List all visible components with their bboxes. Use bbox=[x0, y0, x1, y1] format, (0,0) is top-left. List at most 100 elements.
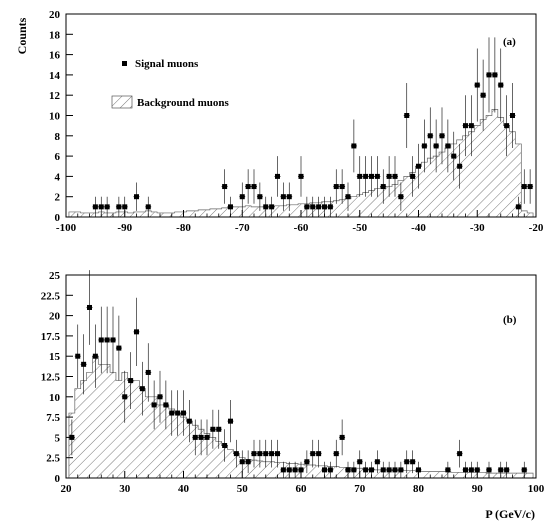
signal-point bbox=[510, 113, 515, 118]
signal-point bbox=[380, 467, 386, 473]
signal-point bbox=[292, 467, 298, 473]
panel-b: 20 30 40 50 60 70 80 90 100 0 2.5 5 7.5 10 12.5 15 17.5 2… bbox=[41, 270, 545, 495]
signal-point bbox=[363, 173, 369, 179]
signal-point bbox=[404, 459, 410, 465]
signal-point bbox=[410, 173, 416, 179]
x-tick-label: 60 bbox=[296, 483, 308, 495]
signal-point bbox=[145, 369, 151, 375]
signal-point bbox=[386, 173, 392, 179]
signal-points-b bbox=[68, 270, 528, 478]
x-tick-label: -90 bbox=[117, 222, 132, 234]
y-tick-label: 20 bbox=[49, 311, 61, 323]
y-tick-label: 18 bbox=[49, 29, 61, 41]
y-tick-label: 22.5 bbox=[41, 290, 61, 302]
signal-point bbox=[316, 204, 322, 210]
legend-background-swatch bbox=[111, 95, 133, 109]
x-tick-label: 40 bbox=[178, 483, 190, 495]
y-tick-label: 0 bbox=[55, 212, 61, 224]
signal-point bbox=[257, 451, 263, 457]
signal-point bbox=[128, 378, 134, 384]
x-tick-label: 70 bbox=[354, 483, 366, 495]
signal-point bbox=[204, 434, 210, 440]
signal-point bbox=[498, 82, 504, 88]
signal-point bbox=[327, 467, 333, 473]
signal-point bbox=[416, 163, 421, 169]
x-tick-label: -100 bbox=[56, 222, 77, 234]
signal-point bbox=[210, 426, 216, 432]
signal-point bbox=[310, 204, 316, 210]
signal-point bbox=[251, 184, 257, 190]
signal-point bbox=[228, 418, 233, 424]
signal-point bbox=[192, 434, 198, 440]
signal-point bbox=[474, 82, 480, 88]
signal-point bbox=[369, 173, 374, 179]
y-tick-label: 25 bbox=[49, 270, 61, 282]
signal-point bbox=[139, 386, 145, 392]
signal-point bbox=[521, 467, 527, 473]
signal-point bbox=[333, 184, 339, 190]
signal-point bbox=[433, 143, 439, 149]
signal-point bbox=[169, 410, 175, 416]
signal-point bbox=[304, 459, 310, 465]
signal-point bbox=[98, 337, 104, 343]
signal-point bbox=[374, 173, 380, 179]
panel-a: -100 -90 -80 -70 -60 -50 -40 -30 -20 0 2 4 6 8 10 12 14 1… bbox=[49, 9, 544, 234]
x-tick-label: 100 bbox=[528, 483, 545, 495]
y-tick-label: 12 bbox=[49, 90, 61, 102]
signal-point bbox=[263, 204, 269, 210]
x-tick-label: -50 bbox=[352, 222, 367, 234]
signal-point bbox=[463, 123, 468, 129]
x-tick-label: -60 bbox=[294, 222, 309, 234]
signal-point bbox=[322, 204, 327, 210]
signal-point bbox=[410, 459, 416, 465]
signal-point bbox=[134, 329, 139, 335]
signal-point bbox=[104, 204, 110, 210]
signal-point bbox=[145, 204, 151, 210]
signal-point bbox=[515, 204, 521, 210]
signal-points-a bbox=[92, 37, 534, 217]
signal-point bbox=[116, 345, 122, 351]
x-tick-label: -70 bbox=[235, 222, 250, 234]
x-tick-label: -80 bbox=[176, 222, 191, 234]
signal-point bbox=[504, 467, 510, 473]
signal-point bbox=[468, 467, 474, 473]
signal-point bbox=[322, 467, 327, 473]
signal-point bbox=[286, 467, 292, 473]
y-tick-label: 14 bbox=[49, 70, 61, 82]
signal-point bbox=[122, 394, 128, 400]
signal-point bbox=[363, 467, 369, 473]
y-axis-title: Counts bbox=[15, 17, 29, 54]
signal-point bbox=[151, 402, 157, 408]
signal-point bbox=[316, 451, 322, 457]
signal-point bbox=[134, 194, 139, 200]
x-tick-label: 80 bbox=[413, 483, 425, 495]
signal-point bbox=[486, 72, 492, 78]
signal-point bbox=[457, 451, 463, 457]
signal-point bbox=[186, 418, 192, 424]
signal-point bbox=[298, 467, 304, 473]
signal-point bbox=[286, 194, 292, 200]
legend-signal-marker bbox=[122, 61, 127, 66]
signal-point bbox=[216, 426, 222, 432]
signal-point bbox=[345, 467, 351, 473]
y-tick-label: 8 bbox=[55, 131, 61, 143]
signal-point bbox=[392, 173, 398, 179]
signal-point bbox=[392, 467, 398, 473]
signal-point bbox=[81, 361, 87, 367]
legend-signal-label: Signal muons bbox=[135, 58, 199, 70]
signal-point bbox=[239, 459, 245, 465]
signal-point bbox=[98, 204, 104, 210]
background-area bbox=[68, 109, 534, 218]
signal-point bbox=[369, 467, 374, 473]
y-tick-label: 10 bbox=[49, 392, 61, 404]
signal-point bbox=[504, 123, 510, 129]
signal-point bbox=[245, 184, 251, 190]
signal-point bbox=[416, 467, 421, 473]
background-histogram-a bbox=[68, 109, 534, 218]
signal-point bbox=[116, 204, 122, 210]
signal-point bbox=[480, 92, 486, 98]
signal-point bbox=[263, 451, 269, 457]
signal-point bbox=[310, 451, 316, 457]
background-histogram-b bbox=[68, 355, 534, 479]
